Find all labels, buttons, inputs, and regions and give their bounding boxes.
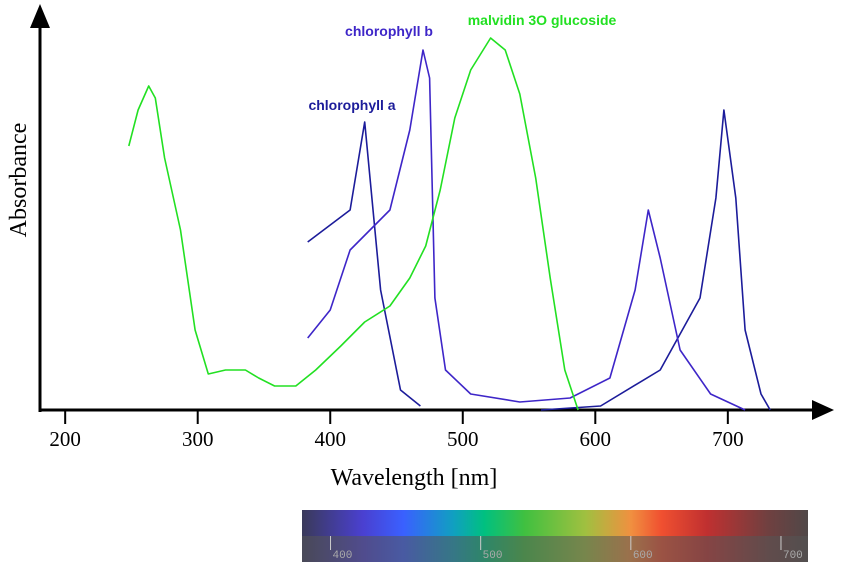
spectrum-tick-label: 700 xyxy=(783,550,803,562)
x-tick-label: 600 xyxy=(580,427,612,451)
x-axis-label: Wavelength [nm] xyxy=(331,465,498,491)
axes xyxy=(30,4,834,420)
spectrum-tick-label: 600 xyxy=(633,550,653,562)
x-tick-label: 500 xyxy=(447,427,479,451)
x-tick-label: 400 xyxy=(314,427,346,451)
spectrum-ruler xyxy=(302,536,808,562)
x-tick-label: 300 xyxy=(182,427,214,451)
spectrum-line xyxy=(128,37,579,411)
spectrum-line xyxy=(307,49,746,411)
series-label: malvidin 3O glucoside xyxy=(468,12,617,28)
y-arrow xyxy=(30,4,50,28)
x-tick-label: 200 xyxy=(49,427,81,451)
spectrum-line xyxy=(307,121,421,407)
spectrum-tick-label: 500 xyxy=(483,550,503,562)
y-axis-label: Absorbance xyxy=(6,123,32,238)
x-tick-label: 700 xyxy=(712,427,744,451)
spectrum-line xyxy=(540,109,771,411)
series-label: chlorophyll a xyxy=(308,97,395,113)
series-label: chlorophyll b xyxy=(345,23,433,39)
spectrum-tick-label: 400 xyxy=(333,550,353,562)
x-arrow xyxy=(812,400,834,420)
